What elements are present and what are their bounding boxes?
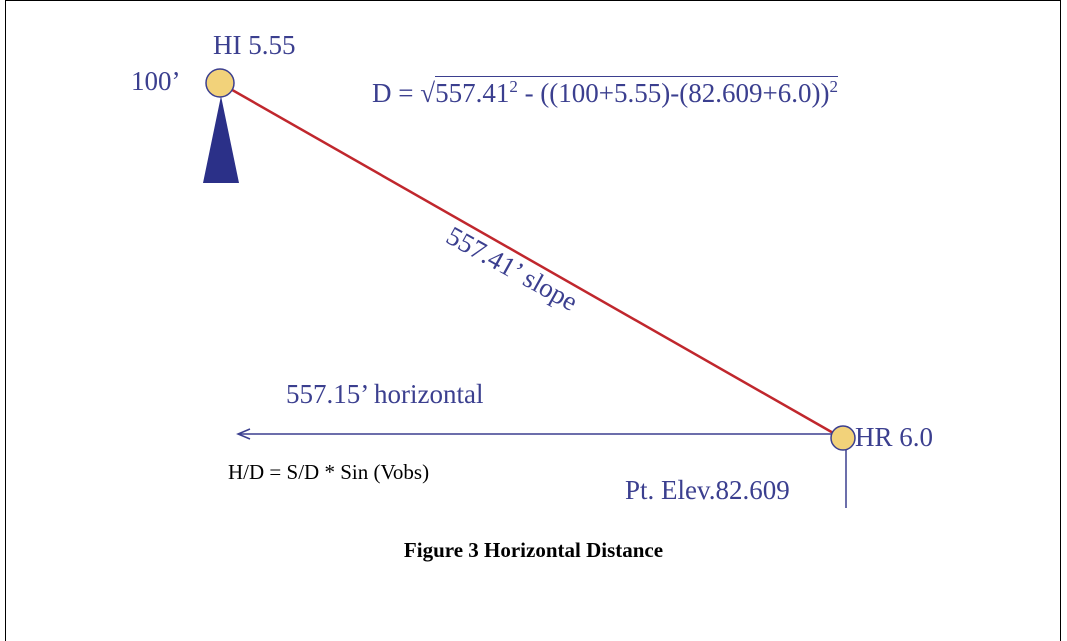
- rod-point-icon: [830, 425, 856, 451]
- figure-caption: Figure 3 Horizontal Distance: [403, 538, 664, 562]
- formula-radicand: 557.412 - ((100+5.55)-(82.609+6.0))2: [435, 76, 838, 107]
- station-elevation-label: 100’: [131, 66, 181, 96]
- formula-middle: - ((100+5.55)-(82.609+6.0)): [517, 78, 830, 108]
- formula-slope-value: 557.41: [435, 78, 510, 108]
- instrument-height-label: HI 5.55: [213, 30, 296, 60]
- arrow-head-icon: [236, 428, 251, 440]
- tripod-icon: [203, 96, 239, 183]
- hd-formula: H/D = S/D * Sin (Vobs): [228, 460, 430, 484]
- formula-prefix: D =: [372, 78, 421, 108]
- slope-line: [219, 81, 843, 440]
- horizontal-distance-label: 557.15’ horizontal: [286, 379, 484, 409]
- instrument-station-icon: [205, 68, 235, 98]
- rod-height-label: HR 6.0: [855, 422, 934, 452]
- point-elevation-label: Pt. Elev.82.609: [625, 475, 790, 505]
- radical-sign: √: [420, 78, 436, 108]
- formula-power: 2: [509, 77, 518, 96]
- figure-frame: [5, 0, 1061, 641]
- distance-formula: D = √557.412 - ((100+5.55)-(82.609+6.0))…: [372, 76, 838, 107]
- formula-power-2: 2: [829, 77, 838, 96]
